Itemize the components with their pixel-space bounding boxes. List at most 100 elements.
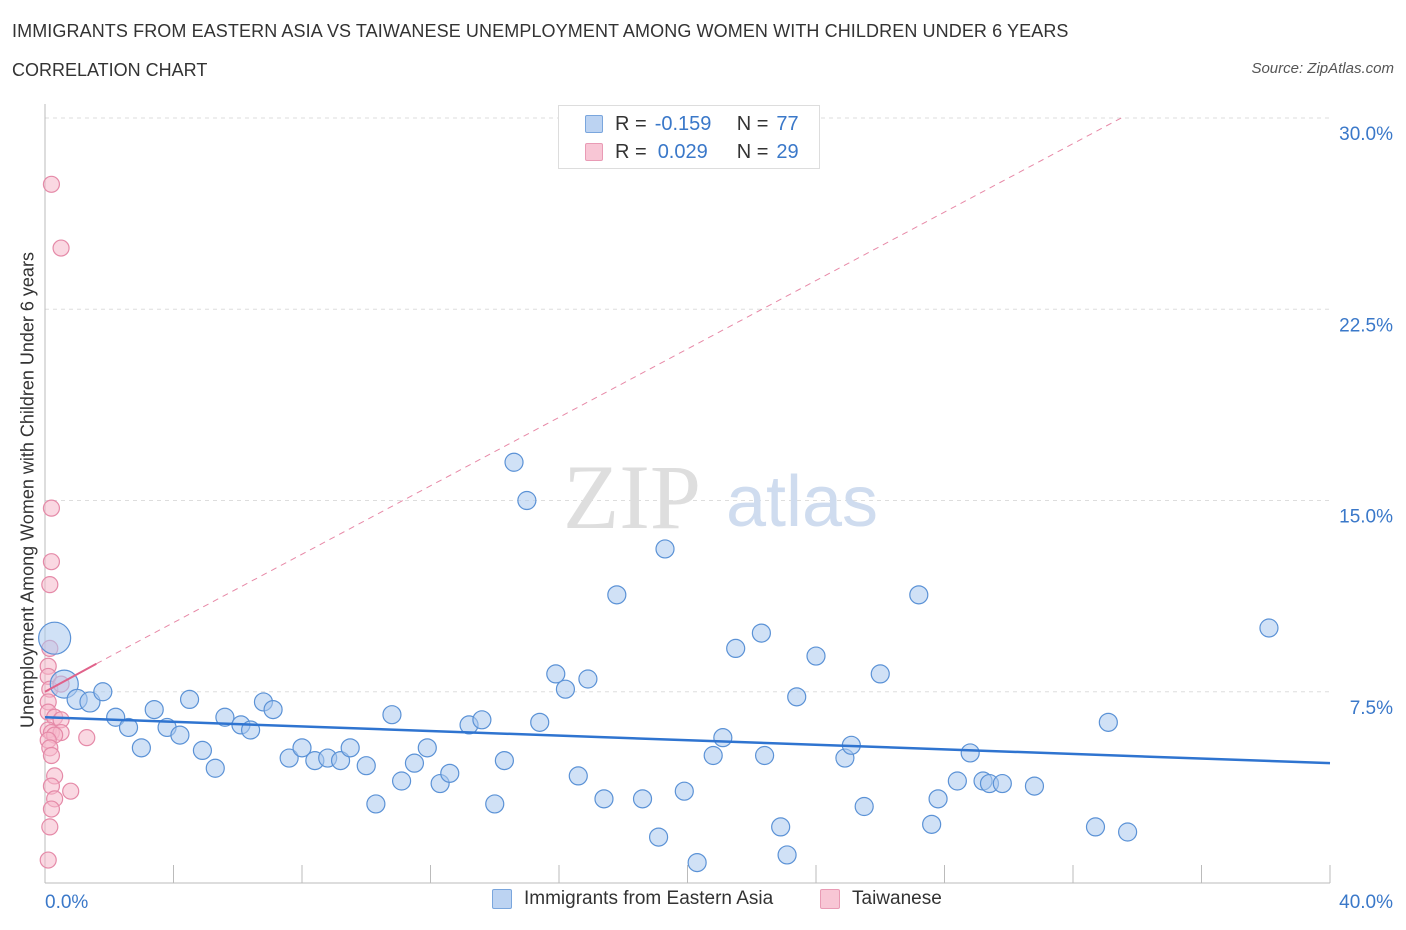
eastern-asia-point-54 <box>751 623 771 643</box>
eastern-asia-point-67 <box>947 771 967 791</box>
taiwanese-point-1 <box>52 239 70 257</box>
eastern-asia-point-75 <box>1118 822 1138 842</box>
taiwanese-point-3 <box>42 553 61 571</box>
eastern-asia-point-53 <box>726 638 746 659</box>
eastern-asia-point-59 <box>806 646 826 666</box>
eastern-asia-point-4 <box>93 682 113 702</box>
grid-lines <box>45 117 1330 693</box>
y-axis-label: Unemployment Among Women with Children U… <box>17 252 38 728</box>
eastern-asia-point-18 <box>263 699 283 720</box>
eastern-asia-point-65 <box>922 814 942 834</box>
eastern-asia-point-24 <box>340 738 360 758</box>
x-tick-labels: 0.0% 40.0% <box>45 892 1393 913</box>
correlation-legend: R = -0.159 N = 77 R = 0.029 N = 29 <box>558 105 820 169</box>
eastern-asia-point-11 <box>179 689 200 710</box>
eastern-asia-point-72 <box>1024 776 1045 796</box>
eastern-asia-point-23 <box>330 750 351 771</box>
eastern-asia-point-25 <box>356 756 376 776</box>
trend-lines <box>44 662 1331 765</box>
taiwanese-point-19 <box>78 729 96 747</box>
taiwanese-trend-extension <box>96 117 1122 665</box>
eastern-asia-point-74 <box>1098 712 1118 732</box>
eastern-asia-point-52 <box>713 728 733 748</box>
eastern-asia-point-45 <box>607 585 627 605</box>
eastern-asia-point-62 <box>854 796 874 817</box>
eastern-asia-point-64 <box>909 585 929 605</box>
legend-swatch-blue <box>585 115 603 133</box>
y-tick-labels: 7.5% 15.0% 22.5% 30.0% <box>1339 124 1393 719</box>
eastern-asia-point-26 <box>366 794 386 814</box>
eastern-asia-point-38 <box>517 490 537 511</box>
eastern-asia-point-32 <box>440 763 460 783</box>
legend-blue-n-value: 77 <box>776 112 799 135</box>
legend-swatch-pink <box>585 143 603 161</box>
eastern-asia-point-43 <box>578 669 598 689</box>
eastern-asia-points <box>38 452 1279 873</box>
bottom-legend-swatch-blue <box>492 889 512 909</box>
taiwanese-trend-line <box>44 662 97 693</box>
eastern-asia-point-55 <box>754 745 775 766</box>
eastern-asia-point-28 <box>391 771 412 791</box>
eastern-asia-point-8 <box>144 699 164 720</box>
trend-extension <box>96 117 1122 665</box>
eastern-asia-point-34 <box>472 710 492 730</box>
eastern-asia-point-39 <box>530 712 550 732</box>
eastern-asia-point-51 <box>703 745 723 766</box>
bottom-legend-pink-label: Taiwanese <box>852 888 942 909</box>
taiwanese-point-24 <box>62 782 80 800</box>
y-tick-label-3: 30.0% <box>1339 124 1393 145</box>
y-tick-label-0: 7.5% <box>1350 698 1393 719</box>
eastern-asia-point-7 <box>131 738 151 758</box>
bottom-legend-pink: Taiwanese <box>820 888 942 910</box>
eastern-asia-point-35 <box>485 794 505 814</box>
eastern-asia-point-47 <box>648 827 669 847</box>
taiwanese-point-26 <box>42 800 61 818</box>
bottom-legend-blue-label: Immigrants from Eastern Asia <box>524 888 774 909</box>
eastern-asia-point-0 <box>38 621 72 655</box>
eastern-asia-point-29 <box>404 753 425 773</box>
eastern-asia-point-19 <box>279 748 299 768</box>
taiwanese-point-2 <box>42 499 61 517</box>
eastern-asia-point-14 <box>215 707 235 727</box>
legend-pink-n-label: N = <box>736 140 769 163</box>
eastern-asia-point-56 <box>771 817 791 837</box>
eastern-asia-point-37 <box>504 452 524 472</box>
eastern-asia-point-13 <box>205 758 225 778</box>
eastern-asia-point-40 <box>546 664 566 684</box>
eastern-asia-point-76 <box>1259 618 1279 638</box>
chart-subtitle: CORRELATION CHART <box>12 60 208 80</box>
eastern-asia-point-20 <box>292 738 312 758</box>
eastern-asia-point-58 <box>787 687 807 707</box>
eastern-asia-point-73 <box>1085 817 1106 837</box>
eastern-asia-point-46 <box>632 789 653 809</box>
eastern-asia-point-49 <box>674 781 694 801</box>
eastern-asia-point-44 <box>594 789 614 809</box>
bottom-legend-swatch-pink <box>820 889 840 909</box>
legend-blue-n-label: N = <box>736 112 769 135</box>
y-tick-label-1: 15.0% <box>1339 507 1393 528</box>
eastern-asia-point-41 <box>555 679 576 699</box>
eastern-asia-point-63 <box>870 664 890 684</box>
x-tick-label-max: 40.0% <box>1339 892 1393 913</box>
bottom-legend-blue: Immigrants from Eastern Asia <box>492 888 773 910</box>
taiwanese-points <box>39 175 96 869</box>
legend-blue-r-label: R = <box>615 112 647 135</box>
eastern-asia-point-30 <box>417 738 437 758</box>
eastern-asia-point-36 <box>494 750 514 771</box>
eastern-asia-point-12 <box>192 740 213 761</box>
eastern-asia-point-42 <box>568 766 588 786</box>
legend-blue-r-value: -0.159 <box>654 112 712 135</box>
legend-pink-r-label: R = <box>615 140 647 163</box>
legend-row-blue: R = -0.159 N = 77 <box>585 112 799 136</box>
legend-row-pink: R = 0.029 N = 29 <box>585 140 799 164</box>
eastern-asia-point-27 <box>382 705 402 725</box>
eastern-asia-point-6 <box>118 717 139 738</box>
taiwanese-point-28 <box>39 851 57 869</box>
eastern-asia-point-48 <box>655 539 675 559</box>
eastern-asia-point-50 <box>687 852 707 873</box>
chart-title: IMMIGRANTS FROM EASTERN ASIA VS TAIWANES… <box>12 21 1069 41</box>
x-tick-label-min: 0.0% <box>45 892 88 913</box>
taiwanese-point-0 <box>42 175 61 193</box>
eastern-asia-point-71 <box>992 773 1012 794</box>
